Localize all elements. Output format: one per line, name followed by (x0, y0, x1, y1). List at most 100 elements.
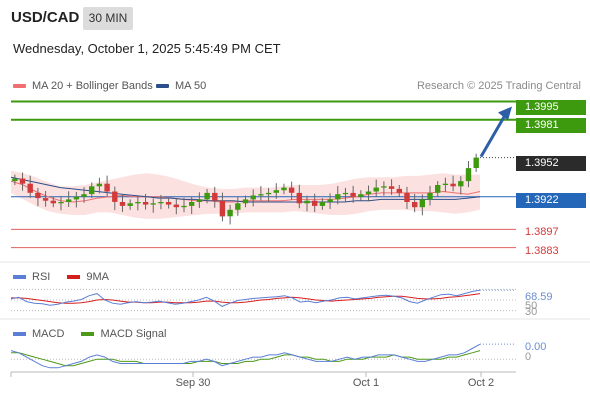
candle-body (427, 192, 433, 200)
level-label-s1: 1.3897 (525, 226, 559, 238)
x-tick-label: Sep 30 (175, 377, 211, 389)
bollinger-band (11, 170, 480, 219)
candle-body (335, 194, 341, 200)
time-axis (0, 261, 590, 377)
candle-body (112, 191, 118, 202)
candle-body (242, 199, 249, 204)
candle-body (135, 202, 141, 204)
candle-body (412, 202, 418, 208)
candle-body (442, 183, 449, 185)
candle-body (319, 202, 326, 206)
macd-panel (10, 343, 516, 369)
candle-body (373, 187, 379, 192)
rsi-panel (10, 288, 516, 312)
candle-body (281, 187, 287, 191)
level-label-r1: 1.3981 (516, 118, 586, 133)
candle-body (381, 186, 387, 188)
x-tick-label: Oct 1 (352, 377, 380, 389)
candle-body (465, 168, 472, 182)
research-credit: Research © 2025 Trading Central (416, 80, 581, 92)
candle-body (165, 202, 172, 205)
candle-body (12, 178, 18, 182)
candle-body (212, 192, 218, 201)
candle-body (73, 196, 80, 200)
candle-body (327, 199, 333, 202)
candle-body (258, 194, 264, 196)
candle-body (296, 192, 302, 204)
rsi-line (10, 289, 481, 307)
candle-body (358, 194, 364, 197)
macd-signal-line (11, 350, 481, 367)
macd-signal-swatch (81, 332, 95, 337)
candle-body (227, 209, 233, 217)
candle-body (42, 198, 49, 201)
candle-body (119, 202, 126, 206)
legend-ma20: MA 20 + Bollinger Bands (13, 80, 153, 92)
candle-body (312, 200, 318, 206)
candle-body (104, 183, 110, 192)
candle-body (96, 183, 103, 187)
rsi-ma-line (11, 293, 481, 304)
candle-body (450, 183, 456, 187)
macd-line (10, 343, 481, 369)
candle-body (350, 192, 356, 197)
candle-body (250, 195, 256, 200)
bollinger-band-area (11, 170, 480, 219)
candle-body (458, 181, 464, 187)
candle-body (173, 204, 179, 208)
rsi-legend: RSI 9MA (13, 271, 123, 283)
ma50-label: MA 50 (175, 80, 207, 92)
candle-body (396, 188, 402, 193)
candle-body (273, 190, 279, 193)
candle-body (196, 199, 203, 202)
candle-body (235, 203, 241, 210)
candle-body (158, 202, 164, 204)
rsi-swatch (13, 275, 26, 280)
candle-body (189, 202, 195, 206)
candle-body (142, 202, 149, 205)
level-label-pivot: 1.3922 (516, 193, 586, 208)
level-lines (11, 100, 516, 249)
macd-value: 0.00 (525, 341, 547, 353)
macd-swatch (13, 332, 26, 337)
candle-body (19, 178, 26, 184)
candle-body (58, 202, 64, 204)
timeframe-badge[interactable]: 30 MIN (83, 7, 133, 30)
candle-body (473, 157, 479, 168)
candle-body (89, 186, 95, 195)
candle-body (219, 200, 226, 217)
last-price-label: 1.3952 (516, 156, 586, 171)
candle-body (27, 183, 33, 193)
candle-body (388, 186, 395, 189)
candles (12, 153, 479, 225)
candle-body (265, 192, 272, 195)
rsi-value: 68.59 (525, 291, 553, 303)
rsi-ma-swatch (67, 275, 81, 280)
rsi-ref-upper: 50 (525, 300, 538, 312)
candle-body (288, 187, 295, 193)
rsi-ma-label: 9MA (86, 271, 110, 283)
date-time-line: Wednesday, October 1, 2025 5:45:49 PM CE… (13, 41, 281, 56)
candle-body (204, 192, 210, 200)
candle-body (181, 205, 187, 208)
ma20-swatch (13, 84, 26, 89)
candle-body (435, 185, 441, 193)
chart-header: USD/CAD 30 MIN (0, 0, 590, 38)
forecast-arrow-head (498, 106, 512, 121)
rsi-label: RSI (32, 271, 51, 283)
candle-body (150, 203, 156, 205)
level-label-r2: 1.3995 (516, 100, 586, 115)
ma20-label: MA 20 + Bollinger Bands (32, 80, 153, 92)
candle-body (304, 200, 310, 204)
candle-body (342, 192, 349, 195)
candle-body (50, 200, 56, 204)
macd-zero: 0 (525, 351, 532, 363)
candle-body (365, 191, 372, 195)
macd-legend: MACD MACD Signal (13, 328, 180, 340)
rsi-ref-lower: 30 (525, 306, 538, 318)
candle-body (419, 199, 425, 208)
x-tick-label: Oct 2 (467, 377, 495, 389)
legend-ma50: MA 50 (156, 80, 206, 92)
level-label-s2: 1.3883 (525, 245, 559, 257)
